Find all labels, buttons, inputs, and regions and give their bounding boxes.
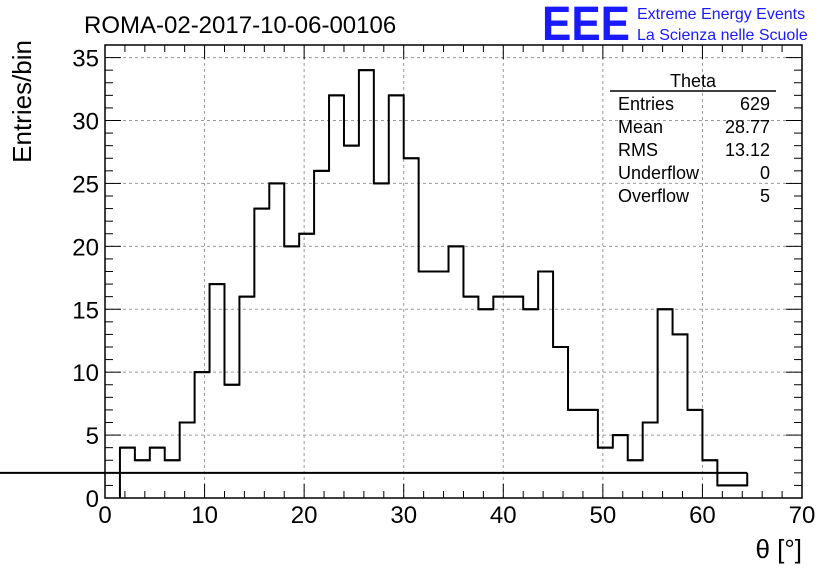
x-axis-label: θ [°]: [755, 534, 802, 564]
x-tick-label: 60: [689, 502, 716, 529]
stats-label: Mean: [618, 117, 663, 137]
logo-line-2: La Scienza nelle Scuole: [637, 27, 808, 44]
y-tick-label: 0: [86, 486, 99, 513]
x-tick-label: 10: [191, 502, 218, 529]
axes: [104, 44, 803, 499]
x-tick-label: 30: [390, 502, 417, 529]
y-tick-label: 30: [72, 109, 99, 136]
histogram-outline: [118, 69, 749, 498]
x-tick-label: 0: [98, 502, 111, 529]
stats-value: 0: [760, 163, 770, 183]
stats-label: Underflow: [618, 163, 700, 183]
stats-value: 28.77: [725, 117, 770, 137]
stats-value: 629: [740, 94, 770, 114]
stats-label: Entries: [618, 94, 674, 114]
stats-label: RMS: [618, 140, 658, 160]
logo-mark: EEE: [542, 0, 630, 51]
x-tick-label: 50: [590, 502, 617, 529]
y-tick-label: 15: [72, 297, 99, 324]
logo-line-1: Extreme Energy Events: [637, 6, 805, 23]
x-tick-label: 20: [291, 502, 318, 529]
y-tick-label: 25: [72, 171, 99, 198]
stats-box: Theta Entries 629 Mean 28.77 RMS 13.12 Underflo…: [610, 71, 776, 206]
x-tick-label: 40: [490, 502, 517, 529]
eee-logo: EEE Extreme Energy Events La Scienza nel…: [542, 0, 808, 51]
chart-title: ROMA-02-2017-10-06-00106: [84, 12, 396, 39]
stats-label: Overflow: [618, 186, 690, 206]
y-tick-label: 5: [86, 423, 99, 450]
x-tick-label: 70: [789, 502, 816, 529]
stats-title: Theta: [670, 71, 717, 91]
y-tick-label: 20: [72, 234, 99, 261]
y-tick-label: 35: [72, 46, 99, 73]
stats-value: 5: [760, 186, 770, 206]
stats-value: 13.12: [725, 140, 770, 160]
y-tick-label: 10: [72, 360, 99, 387]
histogram-bars: [0, 69, 749, 498]
y-axis-label: Entries/bin: [7, 40, 37, 163]
